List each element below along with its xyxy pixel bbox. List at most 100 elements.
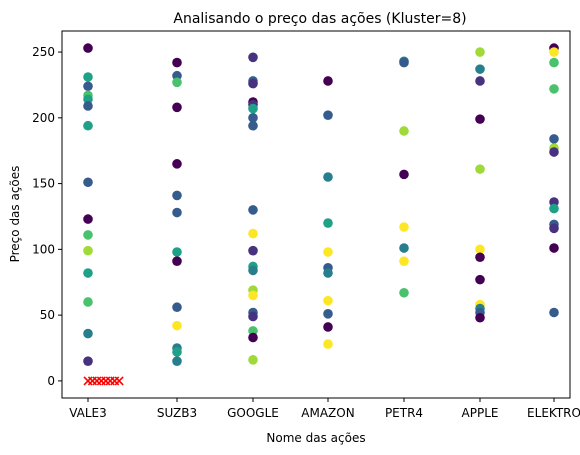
data-point	[248, 332, 258, 343]
y-tick-label: 200	[32, 111, 55, 125]
data-point	[475, 312, 485, 323]
y-axis-label: Preço das ações	[8, 166, 22, 263]
data-point	[549, 223, 559, 234]
data-point	[172, 102, 182, 113]
data-point	[475, 76, 485, 86]
data-point	[399, 169, 409, 180]
data-point	[248, 113, 258, 123]
data-point	[549, 57, 559, 68]
x-tick-label: VALE3	[69, 406, 107, 420]
data-point	[172, 256, 182, 266]
data-point	[549, 84, 559, 94]
plot-area	[83, 43, 559, 386]
data-point	[323, 309, 333, 319]
data-point	[399, 243, 409, 253]
data-point	[83, 72, 93, 82]
x-tick-label: SUZB3	[157, 406, 197, 420]
centroid-marker	[83, 376, 93, 386]
y-tick-label: 50	[40, 308, 55, 322]
data-point	[549, 203, 559, 214]
x-tick-label: PETR4	[385, 406, 423, 420]
centroid-marker	[92, 376, 102, 386]
centroid-marker	[114, 376, 124, 386]
centroid-marker	[96, 376, 106, 386]
x-tick-label: AMAZON	[301, 406, 354, 420]
y-tick-label: 250	[32, 45, 55, 59]
data-point	[399, 287, 409, 298]
data-point	[475, 47, 485, 57]
data-point	[248, 120, 258, 131]
centroid-marker	[87, 376, 98, 386]
data-point	[399, 126, 409, 136]
data-point	[248, 265, 258, 276]
data-point	[323, 172, 333, 182]
x-tick-label: ELEKTRO	[527, 406, 580, 420]
data-point	[172, 207, 182, 218]
data-point	[248, 245, 258, 256]
centroid-marker	[110, 376, 120, 386]
y-tick-label: 0	[47, 374, 55, 388]
data-point	[172, 70, 182, 81]
data-point	[248, 311, 258, 322]
data-point	[172, 320, 182, 331]
data-point	[549, 307, 559, 318]
x-tick-label: APPLE	[462, 406, 499, 420]
data-point	[83, 94, 93, 105]
data-point	[172, 347, 182, 357]
data-point	[475, 244, 485, 255]
y-tick-label: 150	[32, 177, 55, 191]
data-point	[172, 190, 182, 201]
data-point	[323, 218, 333, 228]
data-point	[248, 290, 258, 301]
data-point	[172, 77, 182, 88]
data-point	[172, 302, 182, 313]
centroid-marker	[101, 376, 111, 386]
data-point	[323, 268, 333, 278]
data-point	[549, 47, 559, 57]
data-point	[83, 245, 93, 256]
data-point	[323, 322, 333, 332]
data-point	[83, 101, 93, 111]
data-point	[248, 103, 258, 114]
x-axis-ticks: VALE3 SUZB3 GOOGLE AMAZON PETR4 APPLE ELEKTRO	[69, 398, 580, 420]
data-point	[248, 355, 258, 365]
data-point	[399, 256, 409, 266]
data-point	[83, 356, 93, 366]
data-point	[549, 147, 559, 157]
data-point	[172, 159, 182, 169]
centroid-marker	[105, 376, 115, 386]
data-point	[549, 243, 559, 253]
data-point	[323, 339, 333, 349]
data-point	[172, 57, 182, 68]
data-point	[172, 247, 182, 257]
data-point	[323, 76, 333, 86]
data-point	[399, 57, 409, 68]
y-tick-label: 100	[32, 242, 55, 256]
data-point	[248, 205, 258, 215]
data-point	[83, 230, 93, 240]
data-point	[83, 268, 93, 278]
data-point	[248, 52, 258, 63]
data-point	[83, 81, 93, 92]
data-point	[248, 228, 258, 239]
x-axis-label: Nome das ações	[266, 431, 365, 445]
data-point	[475, 164, 485, 174]
data-point	[399, 222, 409, 232]
data-point	[83, 214, 93, 224]
data-point	[549, 134, 559, 144]
data-point	[83, 43, 93, 53]
data-point	[475, 274, 485, 285]
data-point	[248, 326, 258, 336]
data-point	[83, 177, 93, 188]
data-point	[248, 78, 258, 89]
chart-title: Analisando o preço das ações (Kluster=8)	[173, 11, 466, 27]
x-tick-label: GOOGLE	[227, 406, 279, 420]
data-point	[549, 197, 559, 207]
data-point	[83, 120, 93, 131]
data-point	[83, 297, 93, 307]
data-point	[475, 114, 485, 124]
data-point	[172, 356, 182, 366]
y-axis-ticks: 0 50 100 150 200 250	[32, 45, 62, 388]
data-point	[323, 110, 333, 120]
